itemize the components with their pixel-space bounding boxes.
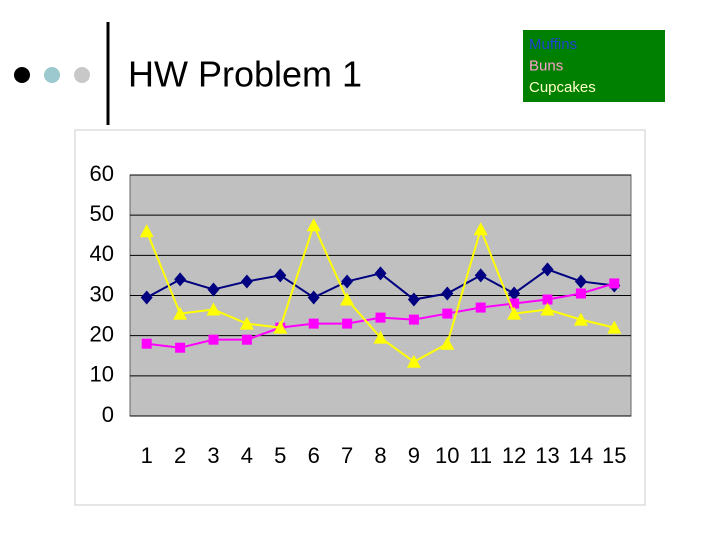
- x-tick-label: 4: [241, 443, 253, 468]
- marker: [175, 342, 186, 353]
- marker: [206, 302, 221, 316]
- marker: [173, 306, 188, 320]
- marker: [174, 272, 187, 287]
- marker: [375, 312, 386, 323]
- marker: [273, 320, 288, 334]
- marker: [140, 290, 153, 305]
- y-tick-label: 50: [90, 201, 114, 226]
- x-tick-label: 14: [569, 443, 593, 468]
- marker: [441, 286, 454, 301]
- y-tick-label: 30: [90, 281, 114, 306]
- marker: [574, 274, 587, 289]
- y-tick-label: 20: [90, 321, 114, 346]
- x-tick-label: 3: [207, 443, 219, 468]
- marker: [406, 354, 421, 368]
- marker: [207, 282, 220, 297]
- y-tick-label: 40: [90, 241, 114, 266]
- marker: [208, 334, 219, 345]
- x-tick-label: 7: [341, 443, 353, 468]
- legend-entry: Cupcakes: [529, 79, 596, 96]
- marker: [373, 330, 388, 344]
- marker: [609, 278, 620, 289]
- bullet: [14, 67, 30, 83]
- marker: [341, 274, 354, 289]
- slide-title: HW Problem 1: [128, 54, 362, 95]
- bullet: [44, 67, 60, 83]
- marker: [540, 302, 555, 316]
- marker: [141, 338, 152, 349]
- y-tick-label: 0: [102, 402, 114, 427]
- marker: [407, 292, 420, 307]
- x-tick-label: 13: [535, 443, 559, 468]
- marker: [575, 288, 586, 299]
- marker: [307, 290, 320, 305]
- marker: [440, 336, 455, 350]
- marker: [139, 224, 154, 238]
- legend-box: [523, 30, 665, 102]
- marker: [573, 312, 588, 326]
- marker: [607, 320, 622, 334]
- marker: [541, 262, 554, 277]
- bullet: [74, 67, 90, 83]
- marker: [342, 318, 353, 329]
- marker: [508, 286, 521, 301]
- marker: [274, 268, 287, 283]
- marker: [473, 222, 488, 236]
- x-tick-label: 11: [469, 443, 492, 468]
- x-tick-label: 10: [435, 443, 459, 468]
- y-tick-label: 60: [90, 161, 114, 186]
- x-tick-label: 1: [141, 443, 153, 468]
- marker: [308, 318, 319, 329]
- y-tick-label: 10: [90, 362, 114, 387]
- marker: [240, 274, 253, 289]
- x-tick-label: 2: [174, 443, 186, 468]
- x-tick-label: 5: [274, 443, 286, 468]
- marker: [509, 298, 520, 309]
- legend-entry: Muffins: [529, 36, 577, 53]
- marker: [306, 218, 321, 232]
- marker: [374, 266, 387, 281]
- x-tick-label: 9: [408, 443, 420, 468]
- marker: [474, 268, 487, 283]
- marker: [442, 308, 453, 319]
- marker: [340, 292, 355, 306]
- legend-entry: Buns: [529, 57, 563, 74]
- marker: [507, 306, 522, 320]
- x-tick-label: 15: [602, 443, 626, 468]
- x-tick-label: 12: [502, 443, 526, 468]
- x-tick-label: 6: [308, 443, 320, 468]
- x-tick-label: 8: [374, 443, 386, 468]
- marker: [239, 316, 254, 330]
- marker: [241, 334, 252, 345]
- marker: [542, 294, 553, 305]
- marker: [475, 302, 486, 313]
- marker: [408, 314, 419, 325]
